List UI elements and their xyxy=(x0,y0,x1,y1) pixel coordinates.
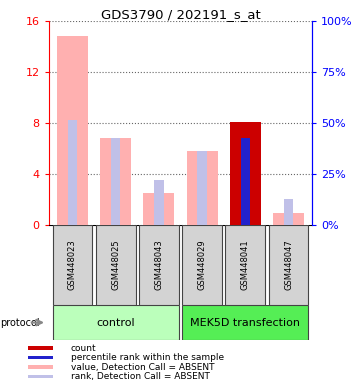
Bar xyxy=(187,151,218,225)
Text: rank, Detection Call = ABSENT: rank, Detection Call = ABSENT xyxy=(71,372,210,381)
FancyBboxPatch shape xyxy=(53,225,92,305)
Text: value, Detection Call = ABSENT: value, Detection Call = ABSENT xyxy=(71,362,214,372)
Text: control: control xyxy=(96,318,135,328)
Bar xyxy=(240,138,250,225)
Bar xyxy=(111,138,121,225)
FancyBboxPatch shape xyxy=(269,225,308,305)
Bar xyxy=(57,36,88,225)
Bar xyxy=(197,151,207,225)
Title: GDS3790 / 202191_s_at: GDS3790 / 202191_s_at xyxy=(101,8,260,21)
Bar xyxy=(29,356,53,359)
Text: percentile rank within the sample: percentile rank within the sample xyxy=(71,353,224,362)
Bar xyxy=(143,193,174,225)
FancyBboxPatch shape xyxy=(96,225,136,305)
Text: GSM448025: GSM448025 xyxy=(111,240,120,290)
Text: protocol: protocol xyxy=(0,318,40,328)
Text: GSM448029: GSM448029 xyxy=(197,240,206,290)
Bar xyxy=(230,122,261,225)
FancyBboxPatch shape xyxy=(182,225,222,305)
FancyBboxPatch shape xyxy=(225,225,265,305)
Text: GSM448043: GSM448043 xyxy=(155,240,164,290)
FancyBboxPatch shape xyxy=(139,225,179,305)
Bar xyxy=(284,199,293,225)
Text: count: count xyxy=(71,344,96,353)
Text: GSM448023: GSM448023 xyxy=(68,240,77,290)
Bar xyxy=(29,365,53,369)
Bar xyxy=(273,213,304,225)
FancyBboxPatch shape xyxy=(53,305,179,340)
FancyBboxPatch shape xyxy=(182,305,308,340)
Text: MEK5D transfection: MEK5D transfection xyxy=(190,318,300,328)
Bar xyxy=(68,120,77,225)
Bar xyxy=(154,180,164,225)
Text: GSM448047: GSM448047 xyxy=(284,240,293,290)
Bar xyxy=(29,375,53,378)
Bar xyxy=(29,346,53,350)
Text: GSM448041: GSM448041 xyxy=(241,240,250,290)
Bar xyxy=(100,138,131,225)
